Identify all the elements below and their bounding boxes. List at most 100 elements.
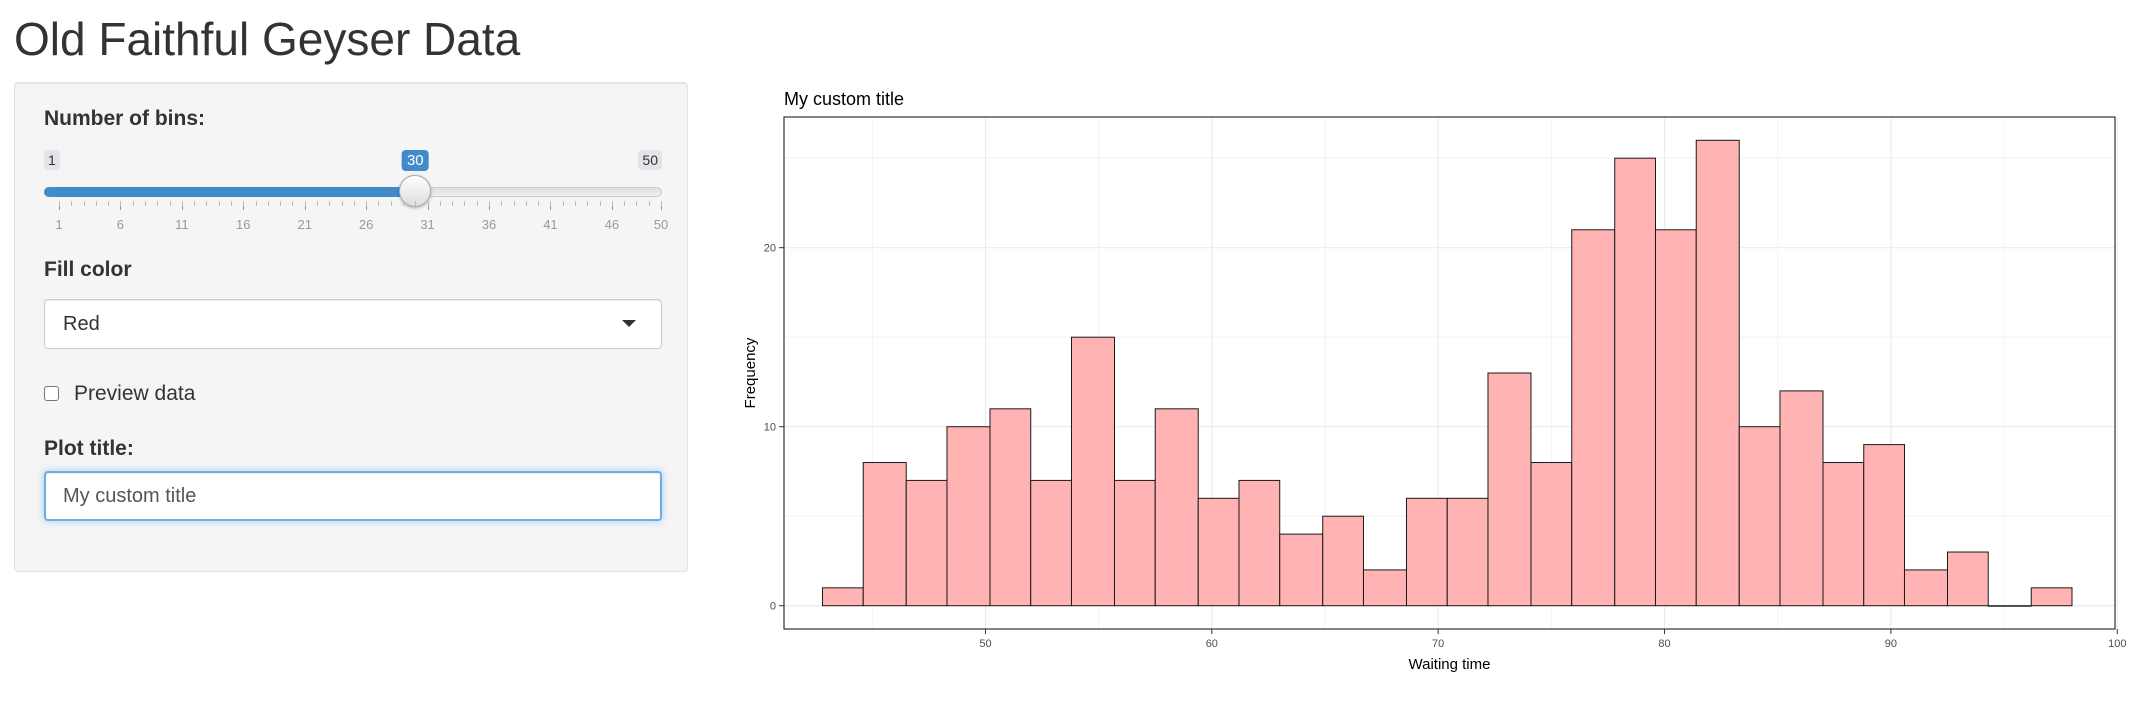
- slider-minor-tick: [304, 201, 306, 206]
- histogram-bar: [1238, 479, 1281, 607]
- slider-minor-tick: [194, 201, 196, 206]
- slider-minor-tick: [317, 201, 318, 206]
- histogram-bar: [1903, 569, 1948, 607]
- x-tick-label: 50: [979, 638, 991, 650]
- histogram-bar: [1030, 479, 1072, 607]
- slider-minor-tick: [513, 201, 515, 206]
- histogram-bar: [2030, 587, 2073, 607]
- slider-tick-label: 41: [543, 217, 558, 232]
- slider-minor-tick: [157, 201, 159, 206]
- slider-minor-tick: [550, 201, 552, 206]
- histogram-bar: [1070, 336, 1115, 607]
- histogram-svg: 50 60 70 80 90 100 0 10 20 My custom title Waiting…: [742, 89, 2126, 673]
- histogram-bar: [1362, 569, 1407, 607]
- histogram-bar: [1695, 139, 1740, 607]
- histogram-bar: [1571, 229, 1616, 607]
- slider-minor-tick: [280, 201, 282, 206]
- slider-minor-tick: [439, 201, 441, 206]
- slider-minor-tick: [329, 201, 331, 206]
- bins-slider[interactable]: 1 50 30 1 6 11 16 21 26 31 36 41 46 50: [44, 145, 668, 235]
- fill-color-select[interactable]: Red: [44, 299, 662, 349]
- slider-minor-tick: [341, 201, 343, 206]
- slider-minor-tick: [636, 201, 638, 206]
- slider-minor-tick: [415, 201, 417, 206]
- slider-minor-tick: [83, 201, 85, 206]
- slider-minor-tick: [243, 201, 245, 206]
- slider-value-label: 30: [401, 150, 429, 171]
- slider-minor-tick: [231, 201, 232, 206]
- x-tick-label: 90: [1885, 638, 1897, 650]
- histogram-bar: [1738, 426, 1781, 607]
- histogram-bar: [1446, 497, 1489, 607]
- slider-ticks: 1 6 11 16 21 26 31 36 41 46 50: [44, 201, 668, 235]
- slider-minor-tick: [108, 201, 110, 206]
- histogram-bar: [1405, 497, 1448, 607]
- slider-fill: [44, 187, 416, 197]
- slider-minor-tick: [292, 201, 294, 206]
- histogram-bar: [989, 408, 1032, 607]
- slider-minor-tick: [661, 201, 662, 206]
- slider-tick-label: 50: [653, 217, 669, 232]
- slider-minor-tick: [403, 201, 404, 206]
- histogram-plot: 50 60 70 80 90 100 0 10 20 My custom title Waiting…: [730, 78, 2130, 690]
- slider-minor-tick: [218, 201, 220, 206]
- y-tick-label: 0: [770, 601, 776, 613]
- slider-minor-tick: [132, 201, 134, 206]
- x-tick-label: 60: [1206, 638, 1218, 650]
- slider-minor-tick: [120, 201, 122, 206]
- slider-minor-tick: [587, 201, 589, 206]
- slider-tick-label: 36: [481, 217, 497, 232]
- histogram-bar: [1654, 229, 1697, 607]
- preview-data-checkbox[interactable]: [44, 386, 59, 401]
- slider-minor-tick: [452, 201, 454, 206]
- slider-minor-tick: [427, 201, 429, 206]
- slider-tick-label: 11: [175, 217, 189, 232]
- histogram-bar: [862, 462, 907, 607]
- chevron-down-icon: [622, 320, 636, 327]
- sidebar-panel: Number of bins: 1 50 30 1 6 11 16 21 26 31 36 41…: [14, 82, 688, 572]
- slider-minor-tick: [95, 201, 97, 206]
- slider-minor-tick: [145, 201, 146, 206]
- slider-max-label: 50: [638, 150, 662, 170]
- slider-tick-label: 16: [236, 217, 251, 232]
- x-axis-label: Waiting time: [1409, 656, 1491, 673]
- slider-minor-tick: [353, 201, 355, 206]
- histogram-bar: [1322, 515, 1364, 607]
- slider-tick-label: 1: [55, 217, 63, 232]
- histogram-bar: [1487, 372, 1532, 607]
- plot-title-label: Plot title:: [44, 437, 134, 460]
- histogram-bar: [1154, 408, 1199, 607]
- slider-minor-tick: [575, 201, 576, 206]
- slider-minor-tick: [538, 201, 540, 206]
- preview-data-label[interactable]: Preview data: [74, 382, 196, 405]
- histogram-bar: [1779, 390, 1824, 607]
- slider-minor-tick: [501, 201, 503, 206]
- slider-minor-tick: [489, 201, 490, 206]
- slider-minor-tick: [378, 201, 380, 206]
- slider-minor-tick: [525, 201, 527, 206]
- slider-tick-label: 6: [116, 217, 125, 232]
- chart-title: My custom title: [784, 89, 904, 109]
- histogram-bar: [1863, 444, 1905, 607]
- slider-minor-tick: [624, 201, 626, 206]
- slider-minor-tick: [366, 201, 368, 206]
- slider-minor-tick: [390, 201, 392, 206]
- x-tick-label: 70: [1432, 638, 1444, 650]
- y-tick-label: 10: [764, 422, 776, 434]
- histogram-bar: [1113, 479, 1156, 607]
- bins-label: Number of bins:: [44, 107, 205, 130]
- histogram-bar: [1987, 605, 2032, 607]
- histogram-bar: [1530, 462, 1573, 607]
- plot-title-input[interactable]: [44, 471, 662, 521]
- slider-minor-tick: [206, 201, 208, 206]
- slider-handle[interactable]: [399, 175, 432, 207]
- histogram-bar: [1197, 497, 1240, 607]
- slider-minor-tick: [599, 201, 601, 206]
- slider-minor-tick: [648, 201, 650, 206]
- x-tick-label: 80: [1658, 638, 1670, 650]
- slider-tick-label: 46: [604, 217, 620, 232]
- slider-minor-tick: [464, 201, 466, 206]
- slider-tick-label: 31: [420, 217, 435, 232]
- slider-tick-label: 21: [297, 217, 312, 232]
- slider-minor-tick: [562, 201, 564, 206]
